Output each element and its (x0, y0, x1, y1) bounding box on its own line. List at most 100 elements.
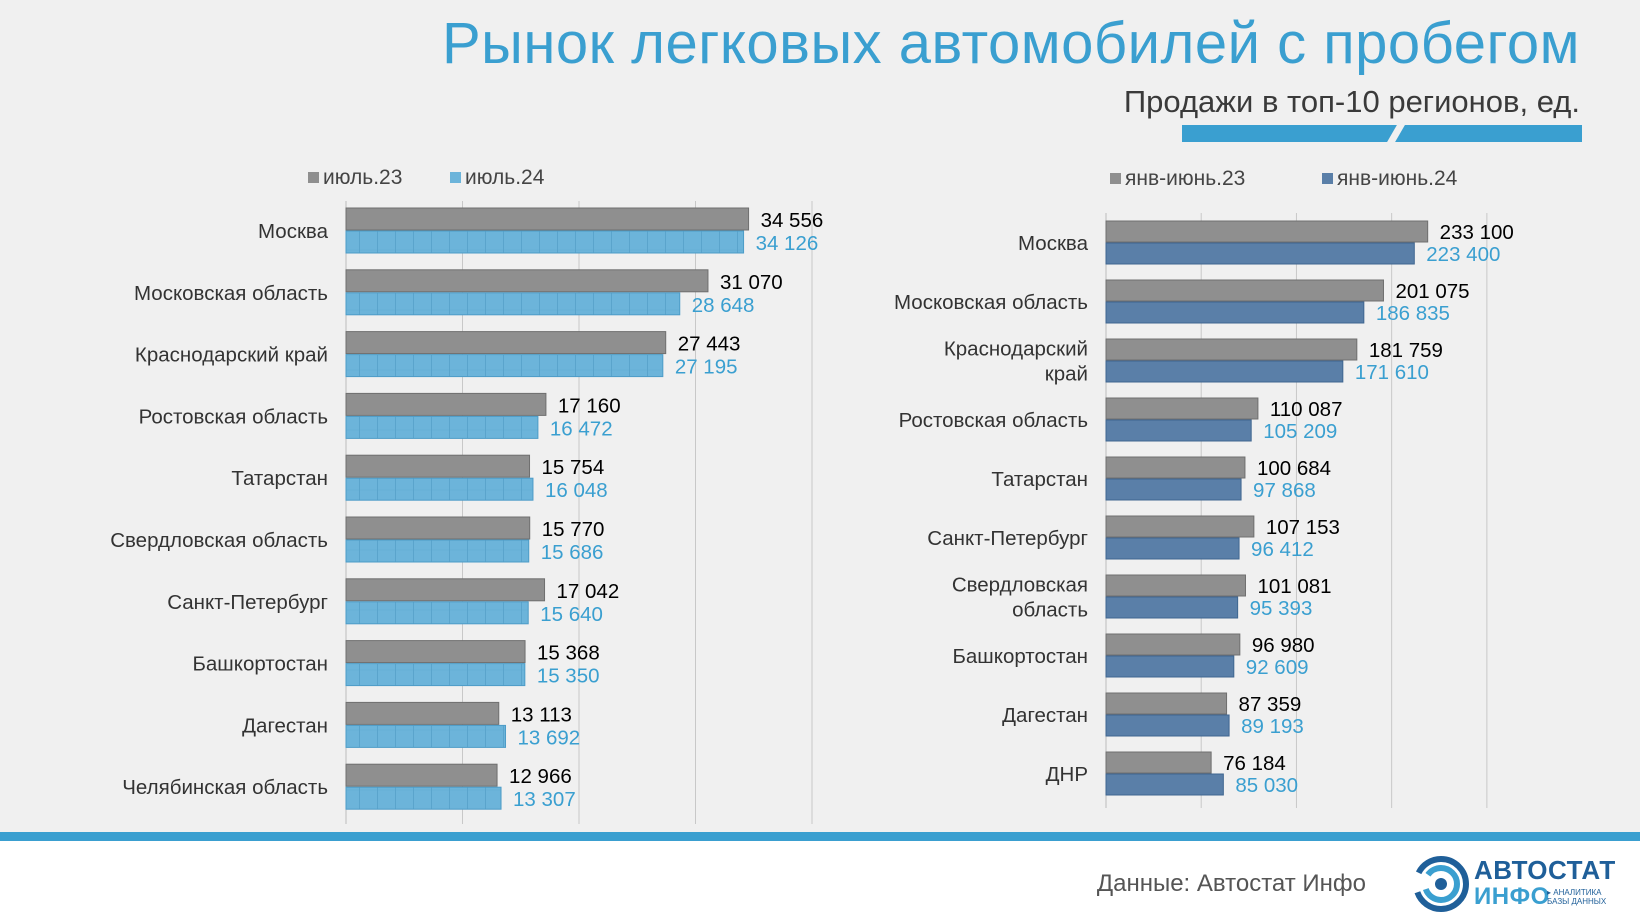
title-underline-bar (1182, 125, 1582, 142)
legend-swatch (1322, 173, 1333, 184)
data-label: 201 075 (1395, 280, 1469, 303)
bar (1105, 537, 1240, 560)
data-label: 92 609 (1246, 656, 1309, 679)
data-label: 107 153 (1266, 516, 1340, 539)
bar (1105, 596, 1239, 619)
data-label: 76 184 (1223, 752, 1286, 775)
bar (345, 454, 531, 478)
bar (345, 207, 750, 231)
data-label: 15 770 (542, 518, 605, 541)
footer (0, 841, 1640, 924)
bar (345, 578, 546, 602)
bar (345, 354, 664, 378)
category-label: Ростовская область (899, 409, 1088, 432)
data-label: 181 759 (1369, 339, 1443, 362)
bar (345, 701, 500, 725)
bar (1105, 633, 1241, 656)
data-label: 34 126 (756, 232, 819, 255)
data-label: 34 556 (761, 209, 824, 232)
bar (1105, 478, 1242, 501)
bar (1105, 419, 1252, 442)
category-label: Краснодарский (944, 338, 1088, 361)
data-label: 12 966 (509, 765, 572, 788)
data-label: 17 042 (557, 580, 620, 603)
bar (1105, 397, 1259, 420)
data-label: 223 400 (1426, 243, 1500, 266)
bar (1105, 279, 1384, 302)
bar (345, 392, 547, 416)
bar (345, 763, 498, 787)
logo-tagline: ▸ АНАЛИТИКА БАЗЫ ДАННЫХ (1547, 888, 1627, 906)
data-label: 15 754 (542, 456, 605, 479)
bar (1105, 338, 1358, 361)
data-label: 15 686 (541, 541, 604, 564)
bar (345, 786, 502, 810)
logo-tagline-line2: БАЗЫ ДАННЫХ (1547, 897, 1607, 906)
footer-divider-line (0, 832, 1640, 841)
data-label: 171 610 (1355, 361, 1429, 384)
bar (1105, 773, 1224, 796)
logo-brand-part1: АВТОСТАТ (1474, 855, 1616, 885)
bar (1105, 515, 1255, 538)
data-label: 110 087 (1270, 398, 1343, 421)
bar (345, 539, 530, 563)
bar (345, 269, 709, 293)
bar (1105, 456, 1246, 479)
data-label: 95 393 (1250, 597, 1313, 620)
page-subtitle: Продажи в топ-10 регионов, ед. (1123, 84, 1580, 119)
data-source-note: Данные: Автостат Инфо (1096, 870, 1366, 897)
autostat-logo[interactable]: АВТОСТАТ ИНФО ▸ АНАЛИТИКА БАЗЫ ДАННЫХ (1412, 855, 1622, 915)
data-label: 31 070 (720, 271, 783, 294)
bar (1105, 360, 1344, 383)
category-label: Дагестан (1002, 704, 1088, 727)
data-label: 28 648 (692, 294, 755, 317)
data-label: 97 868 (1253, 479, 1316, 502)
category-label: Дагестан (242, 714, 328, 737)
category-label: Московская область (894, 291, 1088, 314)
category-label: Москва (1018, 232, 1089, 255)
data-label: 101 081 (1257, 575, 1331, 598)
legend-label: янв-июнь.24 (1337, 167, 1458, 190)
category-label: Свердловская область (110, 529, 328, 552)
bar (345, 415, 539, 439)
bar (1105, 242, 1415, 265)
category-label: Санкт-Петербург (927, 527, 1088, 550)
data-label: 15 640 (540, 603, 603, 626)
category-label: Ростовская область (139, 405, 328, 428)
data-label: 89 193 (1241, 715, 1304, 738)
bar (345, 477, 534, 501)
category-label: область (1012, 599, 1088, 622)
bar (1105, 751, 1212, 774)
bar (1105, 714, 1230, 737)
bar (1105, 692, 1228, 715)
legend-label: янв-июнь.23 (1125, 167, 1245, 190)
bar (1105, 655, 1235, 678)
category-label: ДНР (1046, 763, 1088, 786)
page-title: Рынок легковых автомобилей с пробегом (441, 11, 1580, 76)
data-label: 233 100 (1440, 221, 1514, 244)
data-label: 85 030 (1235, 774, 1298, 797)
category-label: Санкт-Петербург (167, 591, 328, 614)
category-label: Татарстан (231, 467, 328, 490)
legend-swatch (1110, 173, 1121, 184)
data-label: 15 350 (537, 665, 600, 688)
bar (345, 230, 745, 254)
data-label: 27 443 (678, 333, 741, 356)
legend-swatch (308, 172, 319, 183)
bar (1105, 301, 1365, 324)
bar (345, 516, 531, 540)
data-label: 87 359 (1239, 693, 1302, 716)
autostat-logo-icon (1413, 856, 1469, 912)
logo-brand-part2: ИНФО (1474, 883, 1550, 910)
category-label: Башкортостан (192, 653, 328, 676)
data-label: 15 368 (537, 642, 600, 665)
data-label: 16 472 (550, 417, 613, 440)
data-label: 100 684 (1257, 457, 1331, 480)
category-label: Московская область (134, 282, 328, 305)
bar (345, 663, 526, 687)
data-label: 105 209 (1263, 420, 1337, 443)
legend-swatch (450, 172, 461, 183)
bar (345, 292, 681, 316)
